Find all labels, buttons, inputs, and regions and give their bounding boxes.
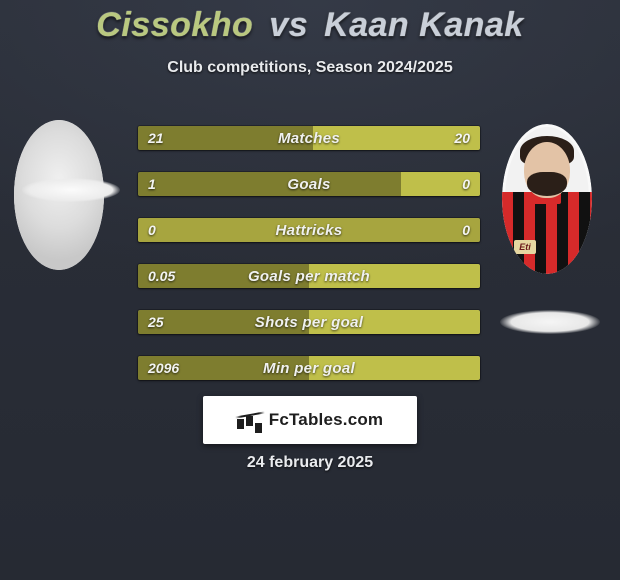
stat-value-left: 2096 (148, 356, 179, 380)
player2-badge: Eti (514, 240, 536, 254)
stat-value-left: 0.05 (148, 264, 175, 288)
stat-row: Min per goal2096 (138, 356, 480, 380)
title-player1: Cissokho (96, 6, 253, 44)
stat-bar-right (309, 264, 480, 288)
subtitle: Club competitions, Season 2024/2025 (0, 59, 620, 77)
brand-badge[interactable]: FcTables.com (203, 396, 417, 444)
stat-value-left: 0 (148, 218, 156, 242)
stat-bar-right (309, 310, 480, 334)
brand-logo-icon (237, 411, 263, 429)
stat-row: Matches2120 (138, 126, 480, 150)
title-vs: vs (269, 6, 308, 44)
stat-row: Goals10 (138, 172, 480, 196)
stat-row: Shots per goal25 (138, 310, 480, 334)
stat-bar-left (138, 218, 309, 242)
brand-text: FcTables.com (269, 410, 384, 430)
title-player2: Kaan Kanak (324, 6, 524, 44)
stat-bar-left (138, 126, 313, 150)
comparison-bars: Matches2120Goals10Hattricks00Goals per m… (138, 126, 480, 402)
stat-bar-right (309, 218, 480, 242)
stat-value-right: 20 (454, 126, 470, 150)
page-title: Cissokho vs Kaan Kanak (0, 0, 620, 45)
date-label: 24 february 2025 (0, 454, 620, 472)
stat-value-right: 0 (462, 218, 470, 242)
player2-avatar: Eti (502, 124, 592, 274)
stat-value-right: 0 (462, 172, 470, 196)
stat-row: Goals per match0.05 (138, 264, 480, 288)
player1-shadow (22, 178, 120, 202)
stat-bar-right (309, 356, 480, 380)
stat-row: Hattricks00 (138, 218, 480, 242)
stat-value-left: 21 (148, 126, 164, 150)
player2-shadow (500, 310, 600, 334)
stat-bar-left (138, 172, 401, 196)
stat-value-left: 1 (148, 172, 156, 196)
stat-value-left: 25 (148, 310, 164, 334)
